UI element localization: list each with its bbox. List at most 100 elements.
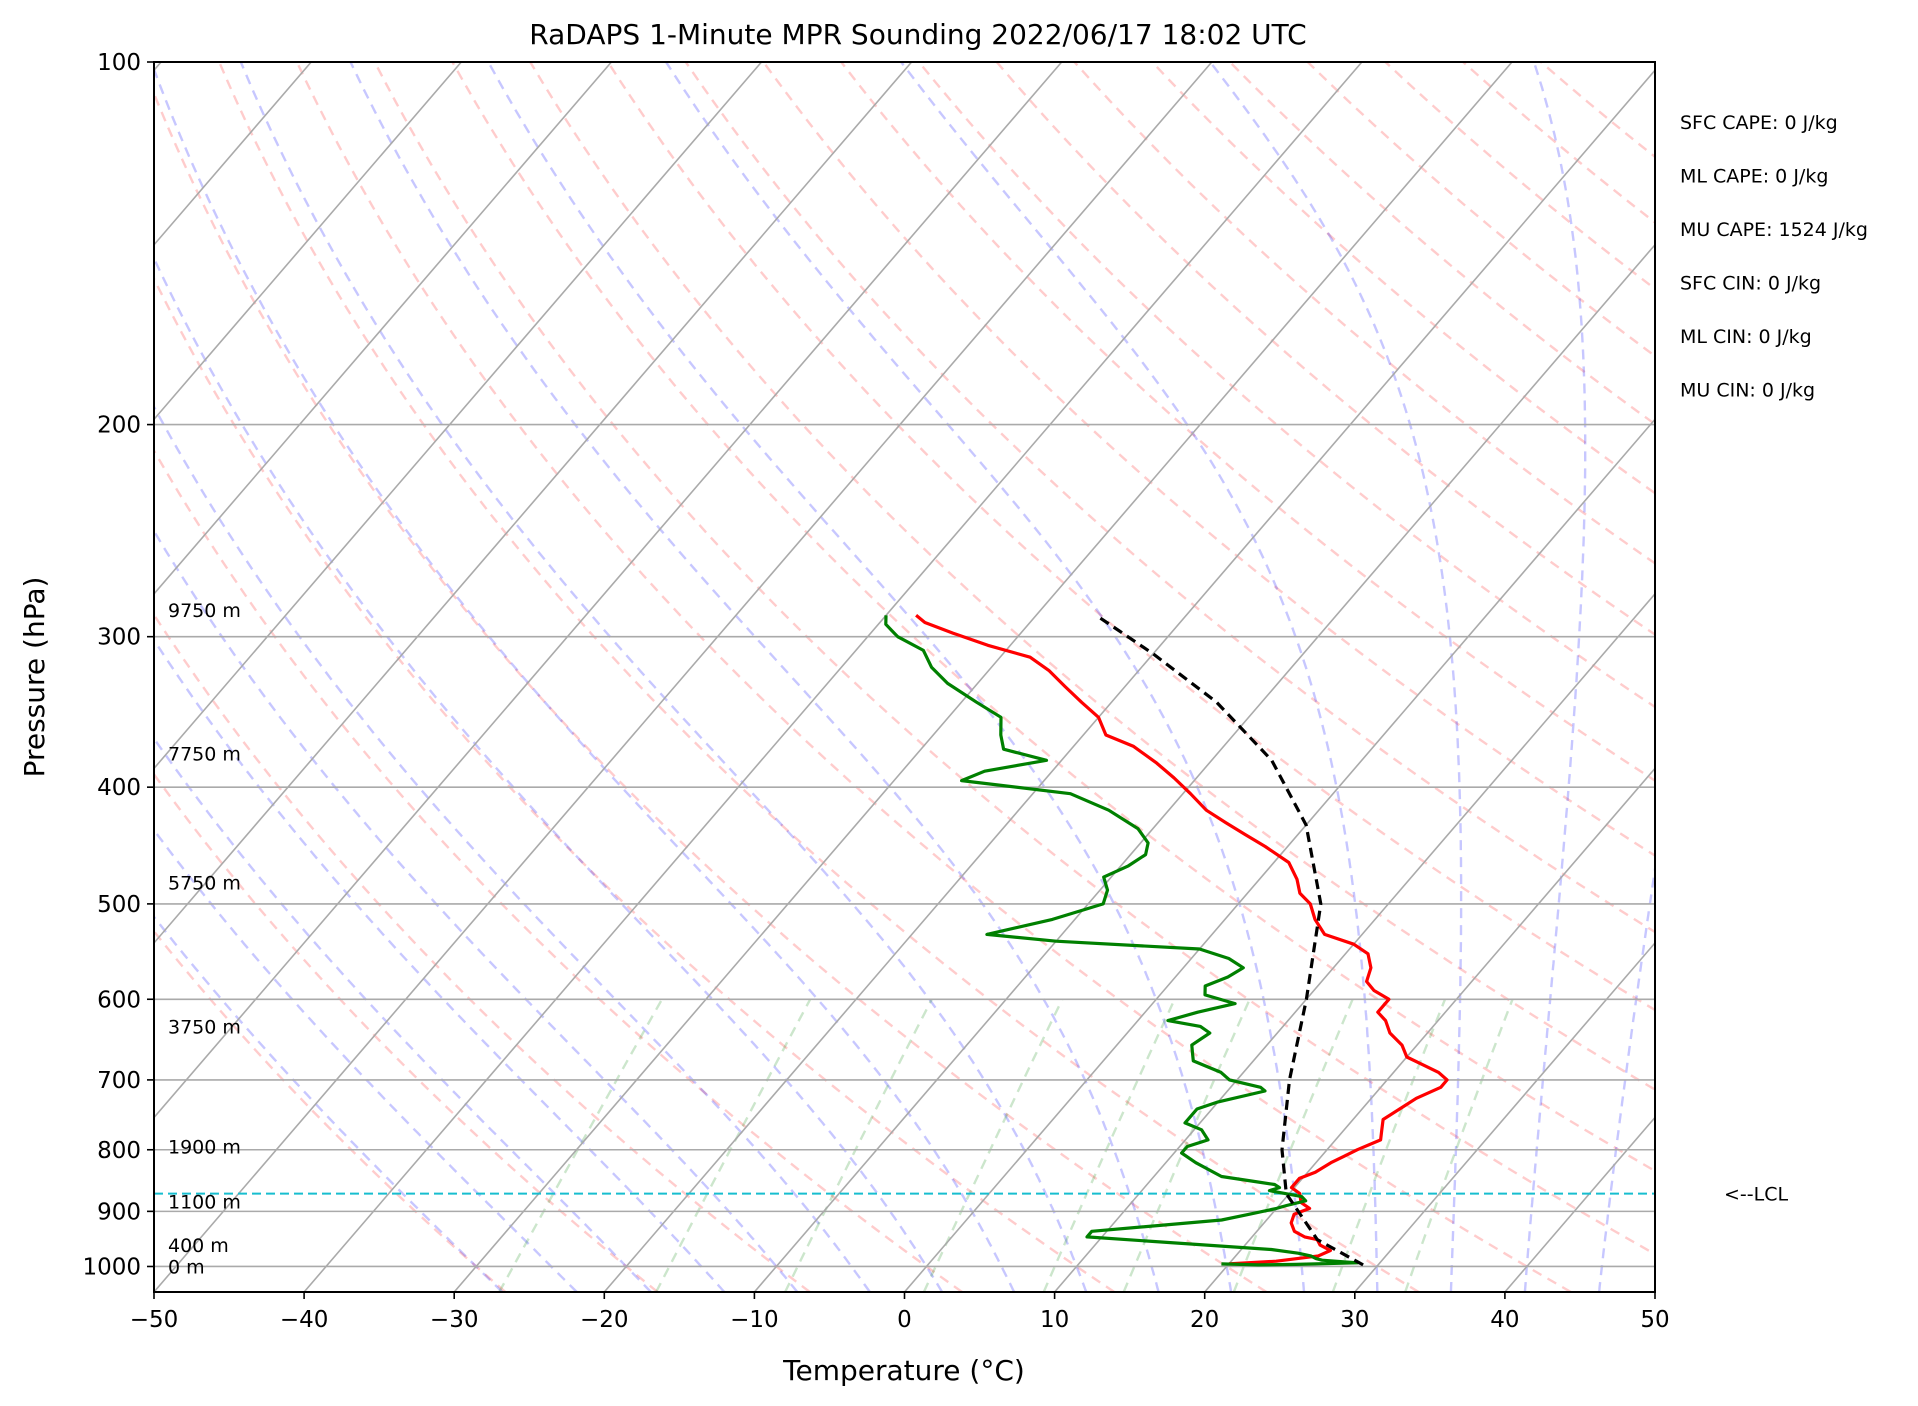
chart-title: RaDAPS 1-Minute MPR Sounding 2022/06/17 …: [529, 18, 1306, 51]
moist-adiabat: [487, 62, 1233, 1292]
dry-adiabat: [154, 448, 963, 1292]
y-axis-ticks: 100 200 300 400 500 600 700 800 900 1000: [82, 50, 154, 1280]
y-tick-label: 500: [97, 892, 141, 918]
dry-adiabats: [154, 62, 1655, 1292]
y-tick-label: 1000: [82, 1254, 141, 1280]
moist-adiabats: [154, 62, 1655, 1292]
moist-adiabat: [154, 404, 871, 1292]
isotherm-line: [603, 69, 1655, 1292]
dry-adiabat: [917, 62, 1655, 709]
x-tick-label: 20: [1190, 1307, 1219, 1333]
isotherm-line: [154, 62, 1063, 1119]
dry-adiabat: [606, 62, 1655, 1012]
dry-adiabat: [295, 62, 1572, 1292]
x-axis-ticks: −50 −40 −30 −20 −10 0 10 20 30 40 50: [130, 1292, 1670, 1333]
moist-adiabat: [664, 62, 1306, 1292]
x-tick-label: 10: [1040, 1307, 1069, 1333]
x-tick-label: 30: [1340, 1307, 1369, 1333]
x-tick-label: −10: [730, 1307, 779, 1333]
dry-adiabat: [1151, 62, 1655, 495]
x-tick-label: 0: [897, 1307, 912, 1333]
y-tick-label: 100: [97, 50, 141, 76]
y-tick-label: 300: [97, 625, 141, 651]
height-label: 1900 m: [168, 1136, 241, 1158]
dewpoint-line: [884, 615, 1360, 1267]
dry-adiabat: [762, 62, 1655, 858]
parcel-line: [1095, 613, 1364, 1267]
isotherms: [154, 62, 1655, 1292]
pressure-gridlines: [154, 62, 1655, 1268]
isotherm-line: [154, 62, 1213, 1292]
y-tick-label: 800: [97, 1138, 141, 1164]
x-tick-label: 50: [1640, 1307, 1669, 1333]
x-tick-label: −20: [580, 1307, 629, 1333]
isotherm-line: [1354, 941, 1655, 1292]
moist-adiabat: [1597, 860, 1655, 1292]
moist-adiabat: [239, 62, 1088, 1292]
parameter-label: ML CIN: 0 J/kg: [1680, 326, 1812, 348]
y-tick-label: 700: [97, 1068, 141, 1094]
lcl-label: <--LCL: [1724, 1184, 1788, 1206]
moist-adiabat: [900, 62, 1379, 1292]
height-label: 9750 m: [168, 600, 241, 622]
isotherm-line: [154, 62, 913, 945]
parameter-label: MU CIN: 0 J/kg: [1680, 380, 1815, 402]
mixing-ratio-lines: [498, 998, 1514, 1292]
dry-adiabat: [529, 62, 1655, 1091]
sounding-series: [884, 613, 1449, 1267]
isotherm-line: [453, 62, 1513, 1292]
moist-adiabat: [154, 528, 799, 1292]
x-axis-label: Temperature (°C): [782, 1354, 1025, 1387]
x-tick-label: 40: [1490, 1307, 1519, 1333]
mixing-ratio-line: [1122, 998, 1251, 1292]
isotherm-line: [154, 62, 462, 421]
mixing-ratio-line: [655, 998, 812, 1292]
y-tick-label: 400: [97, 775, 141, 801]
moist-adiabat: [154, 255, 944, 1292]
dry-adiabat: [1306, 62, 1655, 358]
moist-adiabat: [1209, 62, 1463, 1292]
moist-adiabat: [349, 62, 1160, 1292]
dry-adiabat: [154, 772, 659, 1292]
height-label: 1100 m: [168, 1191, 241, 1213]
isotherm-line: [154, 62, 613, 596]
dry-adiabat: [154, 929, 507, 1292]
x-tick-label: −30: [430, 1307, 479, 1333]
height-label: 5750 m: [168, 873, 241, 895]
dry-adiabat: [373, 62, 1655, 1256]
dry-adiabat: [1073, 62, 1655, 565]
dry-adiabat: [154, 276, 1115, 1292]
moist-adiabat: [1523, 62, 1587, 1292]
isotherm-line: [154, 62, 763, 770]
temperature-line: [915, 614, 1449, 1266]
parameter-label: SFC CAPE: 0 J/kg: [1680, 112, 1838, 134]
isotherm-line: [1053, 592, 1655, 1292]
parameter-label: MU CAPE: 1524 J/kg: [1680, 219, 1868, 241]
dry-adiabat: [154, 90, 1268, 1292]
mixing-ratio-line: [1042, 998, 1176, 1292]
height-label: 0 m: [168, 1256, 205, 1278]
isotherm-line: [303, 62, 1363, 1292]
dry-adiabat: [154, 612, 811, 1292]
y-tick-label: 900: [97, 1199, 141, 1225]
dry-adiabat: [451, 62, 1655, 1173]
height-label: 7750 m: [168, 743, 241, 765]
moist-adiabat: [154, 736, 652, 1292]
y-tick-label: 200: [97, 413, 141, 439]
parameter-list: SFC CAPE: 0 J/kg ML CAPE: 0 J/kg MU CAPE: …: [1680, 112, 1868, 402]
dry-adiabat: [684, 62, 1655, 934]
moist-adiabat: [154, 66, 1016, 1292]
dry-adiabat: [218, 62, 1420, 1292]
y-axis-label: Pressure (hPa): [18, 577, 51, 778]
isotherm-line: [903, 418, 1655, 1292]
height-label: 3750 m: [168, 1016, 241, 1038]
mixing-ratio-line: [498, 998, 664, 1292]
moist-adiabat: [154, 828, 578, 1292]
isotherm-line: [1204, 767, 1655, 1292]
x-tick-label: −50: [130, 1307, 179, 1333]
moist-adiabat: [154, 915, 504, 1292]
height-label: 400 m: [168, 1235, 229, 1257]
